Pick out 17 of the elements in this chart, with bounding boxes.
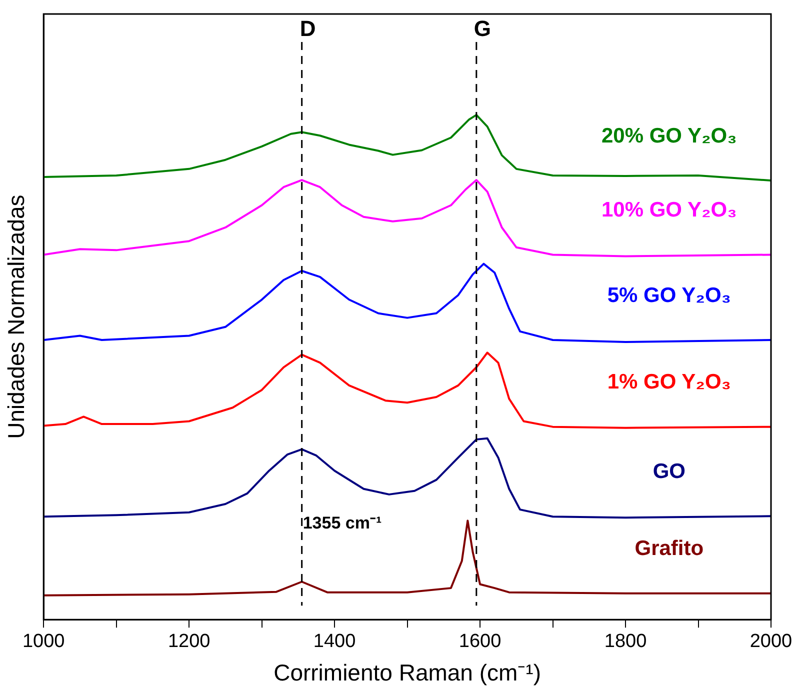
x-tick-label: 2000 (750, 631, 792, 652)
ref-line-label: D (300, 16, 316, 42)
x-axis-title: Corrimiento Raman (cm⁻¹) (274, 660, 542, 686)
series-label: 5% GO Y₂O₃ (607, 284, 732, 307)
series-label: 10% GO Y₂O₃ (601, 198, 737, 222)
series-label: 1% GO Y₂O₃ (607, 370, 732, 394)
series-label: Grafito (634, 537, 704, 560)
series-label: GO (652, 460, 686, 483)
x-tick-label: 1800 (604, 631, 647, 652)
x-tick-label: 1000 (22, 631, 65, 652)
annotation: 1355 cm⁻¹ (302, 513, 382, 532)
y-axis-title: Unidades Normalizadas (3, 194, 30, 439)
series-label: 20% GO Y₂O₃ (601, 124, 737, 148)
ref-line-label: G (474, 16, 491, 42)
x-tick-label: 1200 (168, 631, 210, 652)
x-tick-label: 1400 (313, 631, 356, 652)
x-tick-label: 1600 (458, 631, 502, 652)
